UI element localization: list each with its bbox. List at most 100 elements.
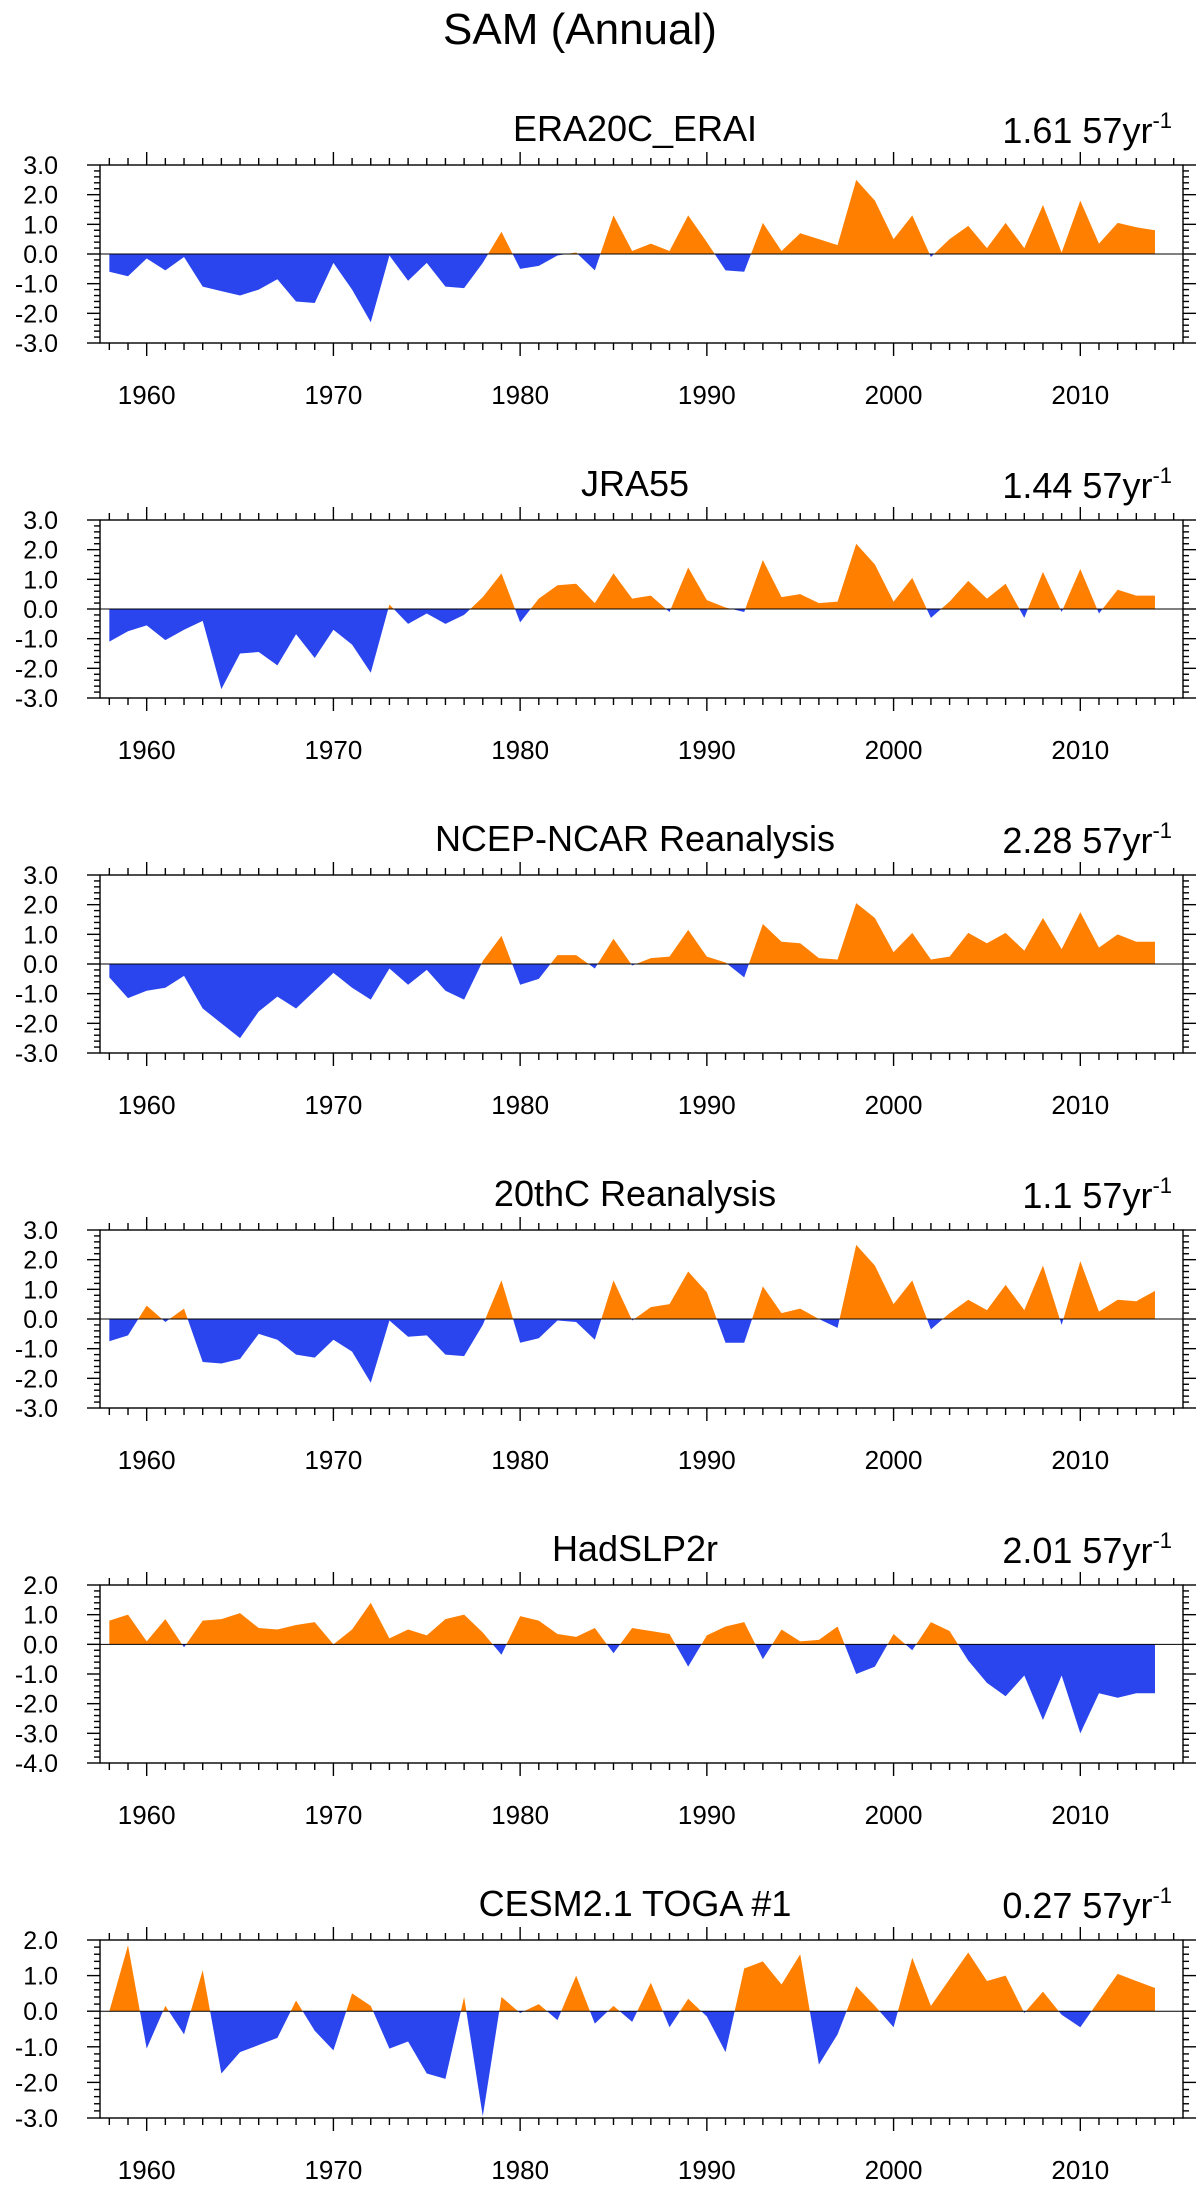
x-tick-label: 1980 <box>491 1445 549 1475</box>
negative-area-1 <box>182 1644 187 1648</box>
positive-area-10 <box>460 1996 467 2012</box>
negative-area-6 <box>513 1319 602 1343</box>
negative-area-1 <box>139 2011 164 2049</box>
panel-1: 3.02.01.00.0-1.0-2.0-3.0 1960 1970 1980 1990… <box>15 108 1196 410</box>
negative-area-6 <box>714 254 751 272</box>
negative-area-5 <box>210 2011 291 2074</box>
negative-area-2 <box>512 964 551 985</box>
positive-area-10 <box>772 1626 845 1645</box>
positive-area-22 <box>680 1998 702 2012</box>
negative-area-7 <box>675 1644 702 1667</box>
positive-area-1 <box>388 604 394 609</box>
trend-exponent: -1 <box>1152 1883 1172 1908</box>
trend-label: 1.44 57yr-1 <box>1002 463 1172 506</box>
positive-area-13 <box>839 1244 927 1319</box>
negative-area-14 <box>926 1319 943 1330</box>
panel-frame <box>99 1939 1184 2119</box>
y-tick-label: -2.0 <box>15 300 58 328</box>
x-tick-label: 1970 <box>304 735 362 765</box>
positive-area-17 <box>1102 589 1155 609</box>
positive-area-28 <box>897 1952 1024 2012</box>
positive-area-0 <box>109 1945 140 2012</box>
positive-area-7 <box>670 567 732 609</box>
negative-area-25 <box>809 2011 847 2065</box>
negative-area-14 <box>1060 609 1063 612</box>
x-tick-label: 1980 <box>491 1800 549 1830</box>
negative-area-4 <box>515 609 531 623</box>
x-tick-label: 1960 <box>118 1800 176 1830</box>
negative-area-2 <box>512 254 567 269</box>
x-tick-label: 2000 <box>865 1090 923 1120</box>
y-tick-label: 3.0 <box>23 1217 58 1245</box>
panel-6: 2.0 1.0 0.0 -1.0 -2.0 -3.0 1960 1970 1980 1990 200… <box>15 1883 1196 2185</box>
x-tick-label: 1960 <box>118 735 176 765</box>
y-tick-label: -1.0 <box>15 1661 58 1689</box>
positive-area-3 <box>169 1308 188 1319</box>
negative-area-16 <box>1097 609 1103 614</box>
panel-2: 3.02.01.00.0-1.0-2.0-3.0 1960 1970 1980 1990… <box>15 463 1196 765</box>
positive-area-0 <box>109 1614 183 1645</box>
y-tick-label: 0.0 <box>23 1306 58 1334</box>
negative-area-0 <box>109 964 482 1039</box>
negative-area-6 <box>666 609 671 612</box>
negative-area-12 <box>818 1319 840 1328</box>
positive-area-11 <box>752 1286 819 1319</box>
y-tick-label: 2.0 <box>23 1927 58 1955</box>
negative-area-0 <box>109 254 489 323</box>
positive-area-8 <box>346 1993 374 2012</box>
y-tick-label: -1.0 <box>15 271 58 299</box>
panel-5: 2.01.00.0-1.0-2.0-3.0-4.0 1960 1970 1980 199… <box>15 1528 1196 1830</box>
x-tick-label: 2010 <box>1051 735 1109 765</box>
positive-area-12 <box>499 1996 519 2012</box>
negative-area-12 <box>1019 609 1028 618</box>
x-tick-label: 2010 <box>1051 2155 1109 2185</box>
negative-area-0 <box>109 1319 139 1342</box>
trend-exponent: -1 <box>1152 1528 1172 1553</box>
negative-area-15 <box>547 2011 562 2021</box>
negative-area-0 <box>109 609 389 690</box>
positive-area-5 <box>600 215 715 254</box>
negative-area-9 <box>755 1644 773 1660</box>
positive-area-9 <box>934 200 1155 254</box>
trend-exponent: -1 <box>1152 463 1172 488</box>
y-tick-label: -3.0 <box>15 330 58 358</box>
positive-area-17 <box>1063 1261 1155 1319</box>
panel-title: NCEP-NCAR Reanalysis <box>435 818 835 859</box>
positive-area-20 <box>637 1982 663 2012</box>
positive-area-3 <box>470 573 516 609</box>
y-tick-label: -3.0 <box>15 1040 58 1068</box>
panel-title: 20thC Reanalysis <box>494 1173 776 1214</box>
y-tick-label: -2.0 <box>15 1691 58 1719</box>
panel-4: 3.02.01.00.0-1.0-2.0-3.0 1960 1970 1980 1990… <box>15 1173 1196 1475</box>
x-tick-label: 1990 <box>678 1090 736 1120</box>
positive-area-16 <box>561 1975 590 2012</box>
x-tick-label: 1990 <box>678 735 736 765</box>
y-tick-label: 1.0 <box>23 566 58 594</box>
positive-area-1 <box>481 935 513 964</box>
x-tick-label: 2010 <box>1051 1090 1109 1120</box>
positive-area-12 <box>887 1633 906 1645</box>
trend-value: 1.1 57yr <box>1022 1175 1152 1216</box>
y-tick-label: -2.0 <box>15 1365 58 1393</box>
positive-area-14 <box>916 1622 958 1645</box>
y-tick-label: 1.0 <box>23 1963 58 1991</box>
y-tick-label: 1.0 <box>23 1276 58 1304</box>
positive-area-8 <box>701 1622 756 1645</box>
positive-area-11 <box>941 580 1020 609</box>
x-tick-label: 1990 <box>678 1800 736 1830</box>
negative-area-9 <box>373 2011 461 2079</box>
negative-area-4 <box>588 964 598 969</box>
y-tick-label: 2.0 <box>23 1572 58 1600</box>
negative-area-8 <box>929 254 935 257</box>
y-tick-label: -2.0 <box>15 655 58 683</box>
negative-area-15 <box>958 1644 1155 1734</box>
x-tick-label: 1990 <box>678 2155 736 2185</box>
negative-area-8 <box>727 964 749 978</box>
negative-area-10 <box>716 1319 753 1343</box>
trend-exponent: -1 <box>1152 1173 1172 1198</box>
trend-value: 0.27 57yr <box>1002 1885 1152 1926</box>
y-tick-label: 1.0 <box>23 921 58 949</box>
y-tick-label: 3.0 <box>23 507 58 535</box>
